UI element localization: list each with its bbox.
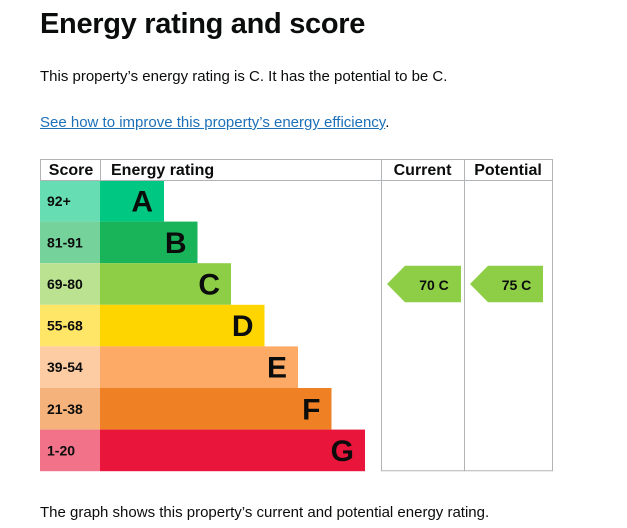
rating-bar-c: [100, 263, 231, 305]
improve-link-line: See how to improve this property’s energ…: [40, 114, 389, 131]
rating-bar-d: [100, 304, 265, 347]
score-label-g: 1-20: [47, 442, 75, 458]
score-cell-f: [40, 388, 100, 430]
rating-letter-f: F: [302, 393, 320, 426]
current-rating-label: 70 C: [419, 277, 449, 293]
score-cell-b: [40, 221, 100, 264]
score-cell-e: [40, 346, 100, 388]
score-cell-c: [40, 263, 100, 305]
score-label-c: 69-80: [47, 276, 83, 292]
page-title: Energy rating and score: [40, 8, 366, 40]
rating-letter-a: A: [131, 185, 153, 218]
rating-letter-g: G: [331, 435, 354, 468]
rating-summary: This property’s energy rating is C. It h…: [40, 68, 448, 85]
potential-rating-label: 75 C: [502, 277, 532, 293]
rating-bar-b: [100, 221, 198, 264]
potential-rating-arrow: [470, 265, 543, 303]
score-label-b: 81-91: [47, 234, 83, 250]
rating-letter-d: D: [232, 310, 254, 343]
header-energy-rating: Energy rating: [111, 162, 214, 179]
score-cell-a: [40, 180, 100, 222]
rating-letter-e: E: [267, 352, 287, 385]
current-rating-arrow: [387, 265, 461, 303]
improve-efficiency-link[interactable]: See how to improve this property’s energ…: [40, 114, 386, 131]
score-label-d: 55-68: [47, 318, 83, 334]
rating-bar-f: [100, 388, 332, 430]
rating-letter-c: C: [198, 269, 220, 302]
rating-bar-a: [100, 180, 164, 222]
score-label-e: 39-54: [47, 359, 83, 375]
rating-bar-e: [100, 346, 298, 388]
score-cell-d: [40, 304, 100, 347]
header-current: Current: [394, 162, 452, 179]
header-potential: Potential: [474, 162, 542, 179]
score-label-f: 21-38: [47, 401, 83, 417]
link-suffix: .: [385, 114, 390, 131]
rating-letter-b: B: [165, 227, 187, 260]
graph-caption: The graph shows this property’s current …: [40, 504, 490, 521]
score-label-a: 92+: [47, 193, 71, 209]
header-score: Score: [49, 162, 94, 179]
rating-bar-g: [100, 429, 365, 472]
score-cell-g: [40, 429, 100, 472]
